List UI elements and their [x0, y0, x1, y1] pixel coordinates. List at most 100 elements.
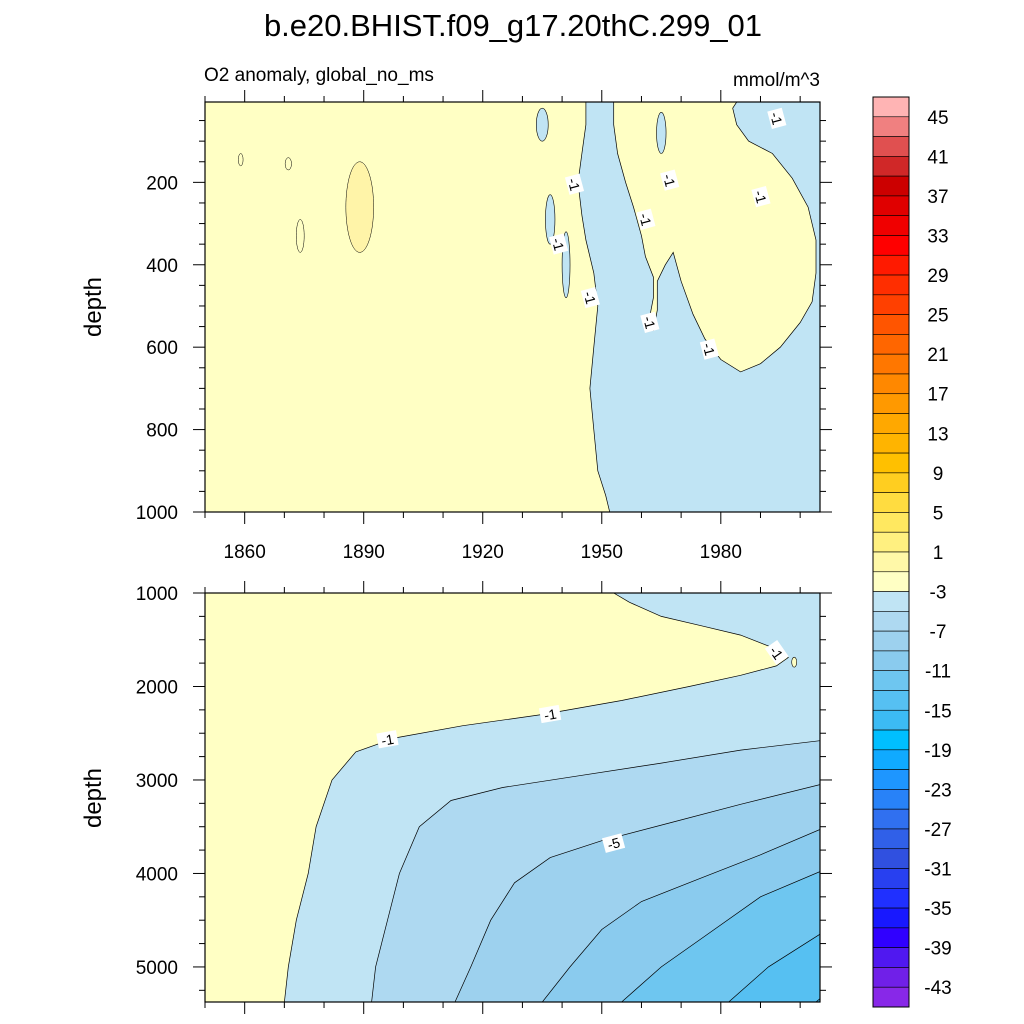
colorbar-swatch: [872, 294, 910, 315]
y-axis-label: depth: [80, 768, 107, 828]
positive-island: [345, 161, 374, 253]
y-tick-label: 200: [146, 173, 178, 194]
colorbar-tick-label: 29: [927, 266, 948, 287]
units-label: mmol/m^3: [733, 70, 820, 91]
colorbar-swatch: [872, 769, 910, 790]
positive-island: [296, 219, 305, 253]
y-tick-label: 600: [146, 338, 178, 359]
colorbar-swatch: [872, 927, 910, 948]
colorbar-tick-label: 5: [933, 503, 944, 524]
lower-contour-panel: -1 -1 -1 -5 1000 2000 3000 4000 5000 depth: [80, 581, 832, 1014]
colorbar-swatch: [872, 472, 910, 493]
colorbar-swatch: [872, 156, 910, 177]
colorbar-swatch: [872, 314, 910, 335]
contour-label-bg: [767, 107, 787, 129]
colorbar-swatch: [872, 650, 910, 671]
positive-island: [238, 153, 244, 167]
colorbar-tick-label: 37: [927, 187, 948, 208]
upper-contour-panel: -1 -1 -1 -1 -1 -1 -1 -1 -1 1860 1890 1920 1950 1980 20…: [80, 90, 832, 563]
x-tick-label: 1890: [343, 542, 385, 563]
colorbar-tick-label: 41: [927, 147, 948, 168]
contour-line: [728, 933, 820, 1002]
contour-label-text: -1: [636, 211, 655, 227]
colorbar: 45 41 37 33 29 25 21 17 13 9 5 1 -3 -7 -11 -15 -19 -23 -27…: [872, 96, 952, 1008]
colorbar-tick-label: -7: [930, 622, 947, 643]
colorbar-tick-label: 25: [927, 306, 948, 327]
colorbar-tick-label: -3: [930, 583, 947, 604]
contour-label: -1: [636, 208, 656, 230]
colorbar-swatch: [872, 136, 910, 157]
contour-label: -1: [764, 640, 789, 666]
colorbar-tick-label: -11: [925, 662, 951, 683]
colorbar-swatch: [872, 611, 910, 632]
colorbar-swatch: [872, 531, 910, 553]
colorbar-swatch: [872, 353, 910, 375]
figure-title: b.e20.BHIST.f09_g17.20thC.299_01: [264, 8, 762, 43]
colorbar-tick-label: -15: [924, 701, 951, 722]
contour-label-text: -1: [767, 110, 786, 126]
plot-frame: [204, 592, 821, 1003]
contour-label-bg: [660, 169, 680, 191]
colorbar-swatch: [872, 512, 910, 533]
negative-island: [545, 194, 556, 245]
contour-label-bg: [538, 704, 562, 724]
y-tick-label: 4000: [136, 864, 178, 885]
negative-island: [656, 112, 667, 154]
colorbar-swatch: [872, 947, 910, 968]
colorbar-swatch: [872, 195, 910, 216]
contour-label-bg: [564, 173, 585, 195]
contour-label: -1: [538, 704, 562, 724]
y-tick-label: 800: [146, 421, 178, 442]
contour-label: -1: [581, 286, 600, 309]
contour-label-bg: [640, 311, 660, 333]
contour-line: [542, 829, 820, 1002]
contour-label: -1: [660, 169, 680, 191]
x-tick-label: 1860: [224, 542, 266, 563]
contour-label-text: -1: [751, 189, 770, 205]
colorbar-tick-label: 33: [927, 226, 948, 247]
colorbar-swatch: [872, 868, 910, 889]
contour-label-text: -1: [660, 172, 679, 188]
y-axis-label: depth: [80, 277, 107, 337]
contour-label-text: -1: [640, 314, 659, 330]
colorbar-swatch: [872, 709, 910, 731]
colorbar-swatch: [872, 551, 910, 573]
contour-label-bg: [636, 208, 656, 230]
plot-frame: [204, 101, 821, 513]
contour-line: [371, 740, 820, 1002]
colorbar-tick-label: -43: [924, 978, 951, 999]
colorbar-swatch: [872, 116, 910, 137]
contour-label: -1: [549, 233, 569, 255]
colorbar-tick-label: 1: [933, 543, 944, 564]
colorbar-swatch: [872, 492, 910, 513]
colorbar-tick-label: -19: [924, 741, 951, 762]
colorbar-tick-label: -31: [924, 860, 951, 881]
colorbar-frame: [872, 96, 910, 1008]
contour-label-text: -5: [606, 834, 622, 853]
colorbar-swatch: [872, 175, 910, 197]
x-tick-label: 1920: [462, 542, 504, 563]
colorbar-swatch: [872, 235, 910, 256]
colorbar-swatch: [872, 907, 910, 929]
colorbar-swatch: [872, 433, 910, 454]
colorbar-swatch: [872, 828, 910, 850]
colorbar-swatch: [872, 215, 910, 236]
contour-label-text: -1: [543, 706, 558, 724]
y-tick-label: 1000: [136, 503, 178, 524]
x-tick-label: 1950: [581, 542, 623, 563]
colorbar-swatch: [872, 749, 910, 770]
colorbar-swatch: [872, 986, 910, 1008]
positive-island: [284, 157, 292, 171]
colorbar-tick-label: -27: [924, 820, 951, 841]
colorbar-swatch: [872, 334, 910, 355]
contour-label: -1: [767, 107, 787, 129]
y-tick-label: 400: [146, 256, 178, 277]
contour-label-bg: [601, 833, 626, 853]
colorbar-tick-label: 9: [933, 464, 944, 485]
colorbar-swatch: [872, 393, 910, 414]
contour-label: -1: [564, 173, 585, 195]
colorbar-swatch: [872, 729, 910, 751]
contour-label-text: -1: [565, 176, 584, 192]
contour-label: -1: [751, 186, 771, 208]
